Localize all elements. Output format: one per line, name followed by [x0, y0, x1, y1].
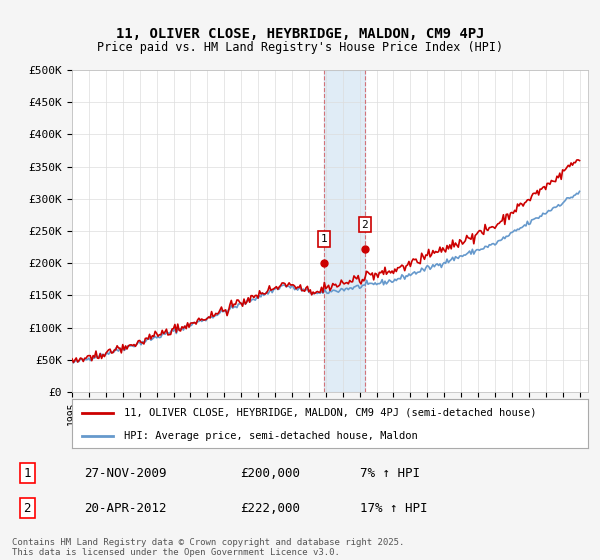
Text: 1: 1 [23, 466, 31, 480]
Text: 27-NOV-2009: 27-NOV-2009 [84, 466, 167, 480]
Text: 11, OLIVER CLOSE, HEYBRIDGE, MALDON, CM9 4PJ (semi-detached house): 11, OLIVER CLOSE, HEYBRIDGE, MALDON, CM9… [124, 408, 536, 418]
Text: HPI: Average price, semi-detached house, Maldon: HPI: Average price, semi-detached house,… [124, 431, 418, 441]
Text: 17% ↑ HPI: 17% ↑ HPI [360, 502, 427, 515]
Text: 7% ↑ HPI: 7% ↑ HPI [360, 466, 420, 480]
Text: £222,000: £222,000 [240, 502, 300, 515]
Text: 20-APR-2012: 20-APR-2012 [84, 502, 167, 515]
Text: 11, OLIVER CLOSE, HEYBRIDGE, MALDON, CM9 4PJ: 11, OLIVER CLOSE, HEYBRIDGE, MALDON, CM9… [116, 27, 484, 41]
Text: 2: 2 [23, 502, 31, 515]
Text: Price paid vs. HM Land Registry's House Price Index (HPI): Price paid vs. HM Land Registry's House … [97, 40, 503, 54]
Text: £200,000: £200,000 [240, 466, 300, 480]
Text: 1: 1 [321, 234, 328, 244]
Bar [324, 70, 365, 392]
Text: 2: 2 [361, 220, 368, 230]
Text: Contains HM Land Registry data © Crown copyright and database right 2025.
This d: Contains HM Land Registry data © Crown c… [12, 538, 404, 557]
